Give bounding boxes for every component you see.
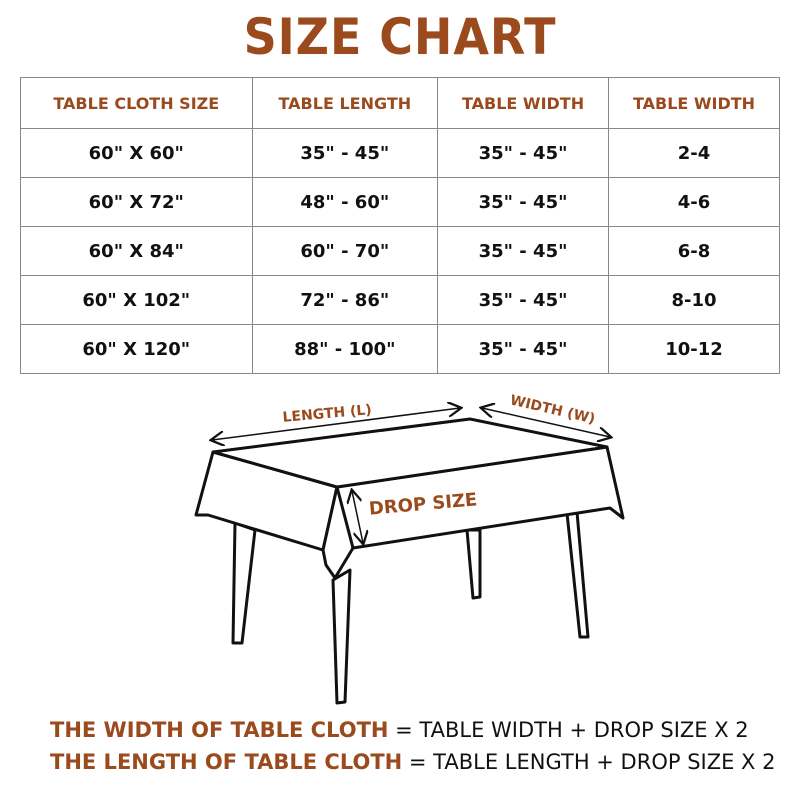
table-cell: 35" - 45" — [251, 128, 439, 178]
table-cell: 35" - 45" — [437, 128, 610, 178]
table-cell: 60" X 84" — [20, 226, 253, 276]
table-drawing — [194, 417, 625, 705]
table-row: 60" X 120" 88" - 100" 35" - 45" 10-12 — [20, 324, 780, 374]
formula-expression: = TABLE LENGTH + DROP SIZE X 2 — [402, 750, 776, 774]
dimension-arrows — [212, 408, 610, 543]
formula-term: THE WIDTH OF TABLE CLOTH — [50, 718, 389, 742]
table-cell: 60" X 60" — [20, 128, 253, 178]
header-cell: TABLE WIDTH — [437, 77, 610, 129]
page-title: SIZE CHART — [243, 8, 557, 66]
table-cell: 35" - 45" — [437, 226, 610, 276]
table-cell: 60" X 102" — [20, 275, 253, 325]
width-label: WIDTH (W) — [509, 392, 597, 427]
header-cell: TABLE CLOTH SIZE — [20, 77, 253, 129]
table-cell: 48" - 60" — [251, 177, 439, 227]
table-row: 60" X 60" 35" - 45" 35" - 45" 2-4 — [20, 128, 780, 178]
table-cell: 6-8 — [608, 226, 780, 276]
table-cell: 60" X 120" — [20, 324, 253, 374]
table-row: 60" X 102" 72" - 86" 35" - 45" 8-10 — [20, 275, 780, 325]
length-arrow — [212, 408, 460, 440]
length-formula: THE LENGTH OF TABLE CLOTH = TABLE LENGTH… — [50, 750, 775, 774]
formula-term: THE LENGTH OF TABLE CLOTH — [50, 750, 403, 774]
header-cell: TABLE LENGTH — [251, 77, 439, 129]
table-cell: 35" - 45" — [437, 177, 610, 227]
table-cell: 60" X 72" — [20, 177, 253, 227]
length-label: LENGTH (L) — [282, 402, 372, 426]
width-formula: THE WIDTH OF TABLE CLOTH = TABLE WIDTH +… — [50, 718, 749, 742]
formula-expression: = TABLE WIDTH + DROP SIZE X 2 — [388, 718, 749, 742]
table-row: 60" X 72" 48" - 60" 35" - 45" 4-6 — [20, 177, 780, 227]
table-cell: 72" - 86" — [251, 275, 439, 325]
drop-arrow — [352, 491, 363, 543]
table-cell: 10-12 — [608, 324, 780, 374]
table-cell: 35" - 45" — [437, 324, 610, 374]
table-cell: 4-6 — [608, 177, 780, 227]
table-cell: 88" - 100" — [251, 324, 439, 374]
table-cell: 60" - 70" — [251, 226, 439, 276]
size-table: TABLE CLOTH SIZE TABLE LENGTH TABLE WIDT… — [20, 77, 780, 374]
width-arrow — [482, 408, 610, 437]
table-header-row: TABLE CLOTH SIZE TABLE LENGTH TABLE WIDT… — [20, 77, 780, 129]
table-row: 60" X 84" 60" - 70" 35" - 45" 6-8 — [20, 226, 780, 276]
table-cell: 8-10 — [608, 275, 780, 325]
